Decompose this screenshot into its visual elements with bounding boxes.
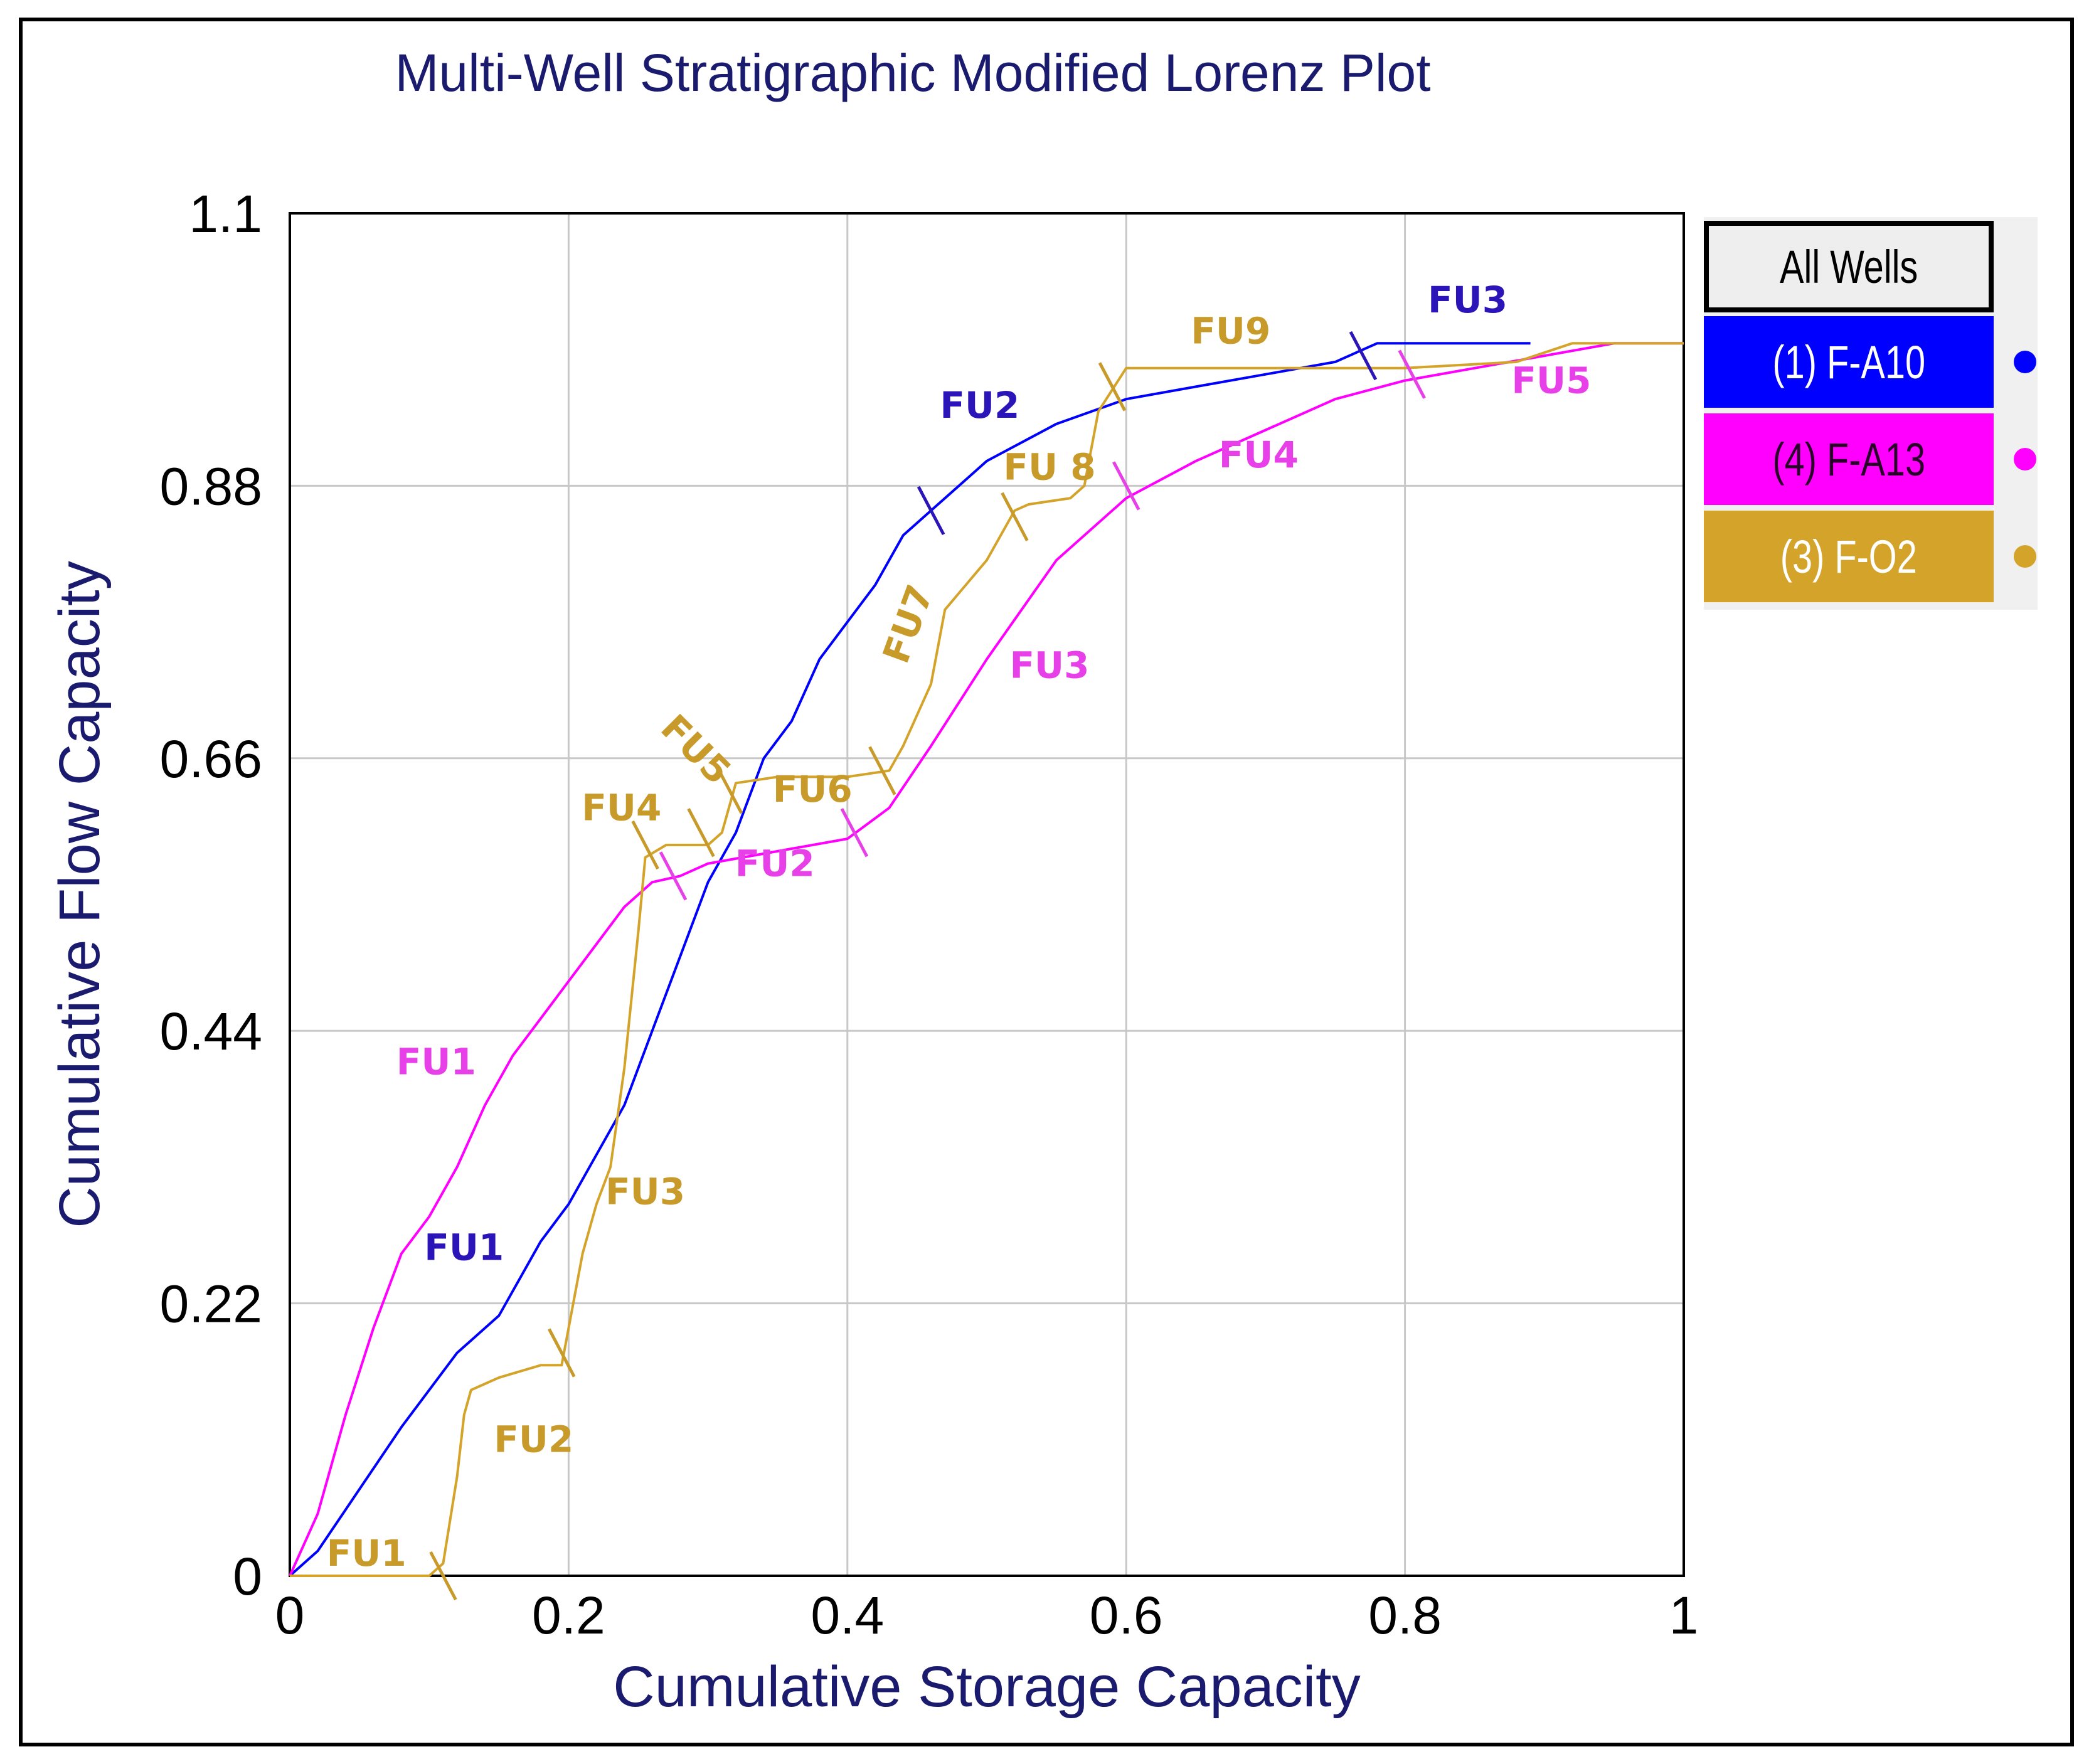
flow-unit-label: FU5 [652,706,739,793]
x-tick-label: 0.4 [811,1586,884,1645]
y-tick-label: 0.22 [160,1275,263,1334]
all-wells-label: All Wells [1779,240,1918,293]
flow-unit-label: FU3 [1428,279,1507,321]
legend-item-1-f-a10[interactable]: (1) F-A10 [1704,316,1994,408]
boundary-marker [715,764,743,814]
legend-dot-icon [2014,448,2036,470]
boundary-marker [868,746,896,795]
flow-unit-label: FU1 [424,1226,504,1268]
boundary-marker [840,808,869,858]
x-tick-label: 0 [275,1586,305,1645]
legend-label: (1) F-A10 [1772,336,1925,388]
x-tick-label: 0.6 [1090,1586,1163,1645]
legend-item-4-f-a13[interactable]: (4) F-A13 [1704,413,1994,505]
legend-label: (3) F-O2 [1780,530,1918,583]
y-tick-label: 0.66 [160,730,263,789]
legend-dot-icon [2014,545,2036,568]
boundary-marker [1112,461,1140,511]
x-tick-label: 1 [1669,1586,1699,1645]
grid [290,213,1684,1576]
flow-unit-label: FU1 [327,1532,407,1575]
chart-title: Multi-Well Stratigraphic Modified Lorenz… [395,43,1430,102]
flow-unit-label: FU3 [605,1171,685,1213]
y-tick-label: 1.1 [189,184,262,243]
flow-unit-label: FU4 [1219,433,1299,476]
flow-unit-label: FU6 [773,768,853,810]
flow-unit-label: FU7 [875,579,942,669]
flow-unit-label: FU2 [940,384,1019,427]
flow-unit-label: FU9 [1191,309,1270,352]
x-tick-label: 0.8 [1368,1586,1442,1645]
flow-unit-label: FU2 [735,842,815,885]
flow-unit-label: FU3 [1009,644,1089,686]
legend-dot-icon [2014,351,2036,373]
series-line-3-f-o2 [290,342,1684,1577]
flow-unit-label: FU2 [494,1418,573,1461]
series-line-4-f-a13 [289,342,1684,1576]
flow-unit-label: FU5 [1511,359,1591,401]
boundary-markers [429,331,1426,1601]
series-layer [289,342,1684,1577]
flow-unit-label: FU 8 [1003,446,1095,489]
x-axis-label: Cumulative Storage Capacity [613,1655,1360,1719]
boundary-marker [1398,349,1426,399]
boundary-marker [687,808,715,858]
tick-labels: 0 0.2 0.4 0.6 0.8 1 0 0.22 0.44 0.66 0.88 1.1 [160,184,1699,1645]
boundary-marker [659,851,688,901]
boundary-marker [631,820,659,870]
x-tick-label: 0.2 [532,1586,605,1645]
y-tick-label: 0.44 [160,1002,263,1061]
plot-area [289,212,1685,1577]
boundary-marker [548,1328,576,1378]
boundary-marker [1001,492,1029,541]
flow-unit-label: FU1 [396,1040,476,1083]
boundary-marker [917,486,945,536]
flow-unit-label: FU4 [582,787,661,829]
legend-item-3-f-o2[interactable]: (3) F-O2 [1704,511,1994,602]
y-tick-label: 0.88 [160,457,263,516]
y-tick-label: 0 [233,1547,262,1606]
boundary-marker [429,1551,457,1601]
boundary-marker [1349,331,1378,381]
boundary-marker [1098,362,1127,412]
legend-label: (4) F-A13 [1772,433,1925,486]
y-axis-label: Cumulative Flow Capacity [48,561,112,1228]
series-line-1-f-a10 [289,342,1531,1577]
all-wells-button[interactable]: All Wells [1704,221,1994,312]
